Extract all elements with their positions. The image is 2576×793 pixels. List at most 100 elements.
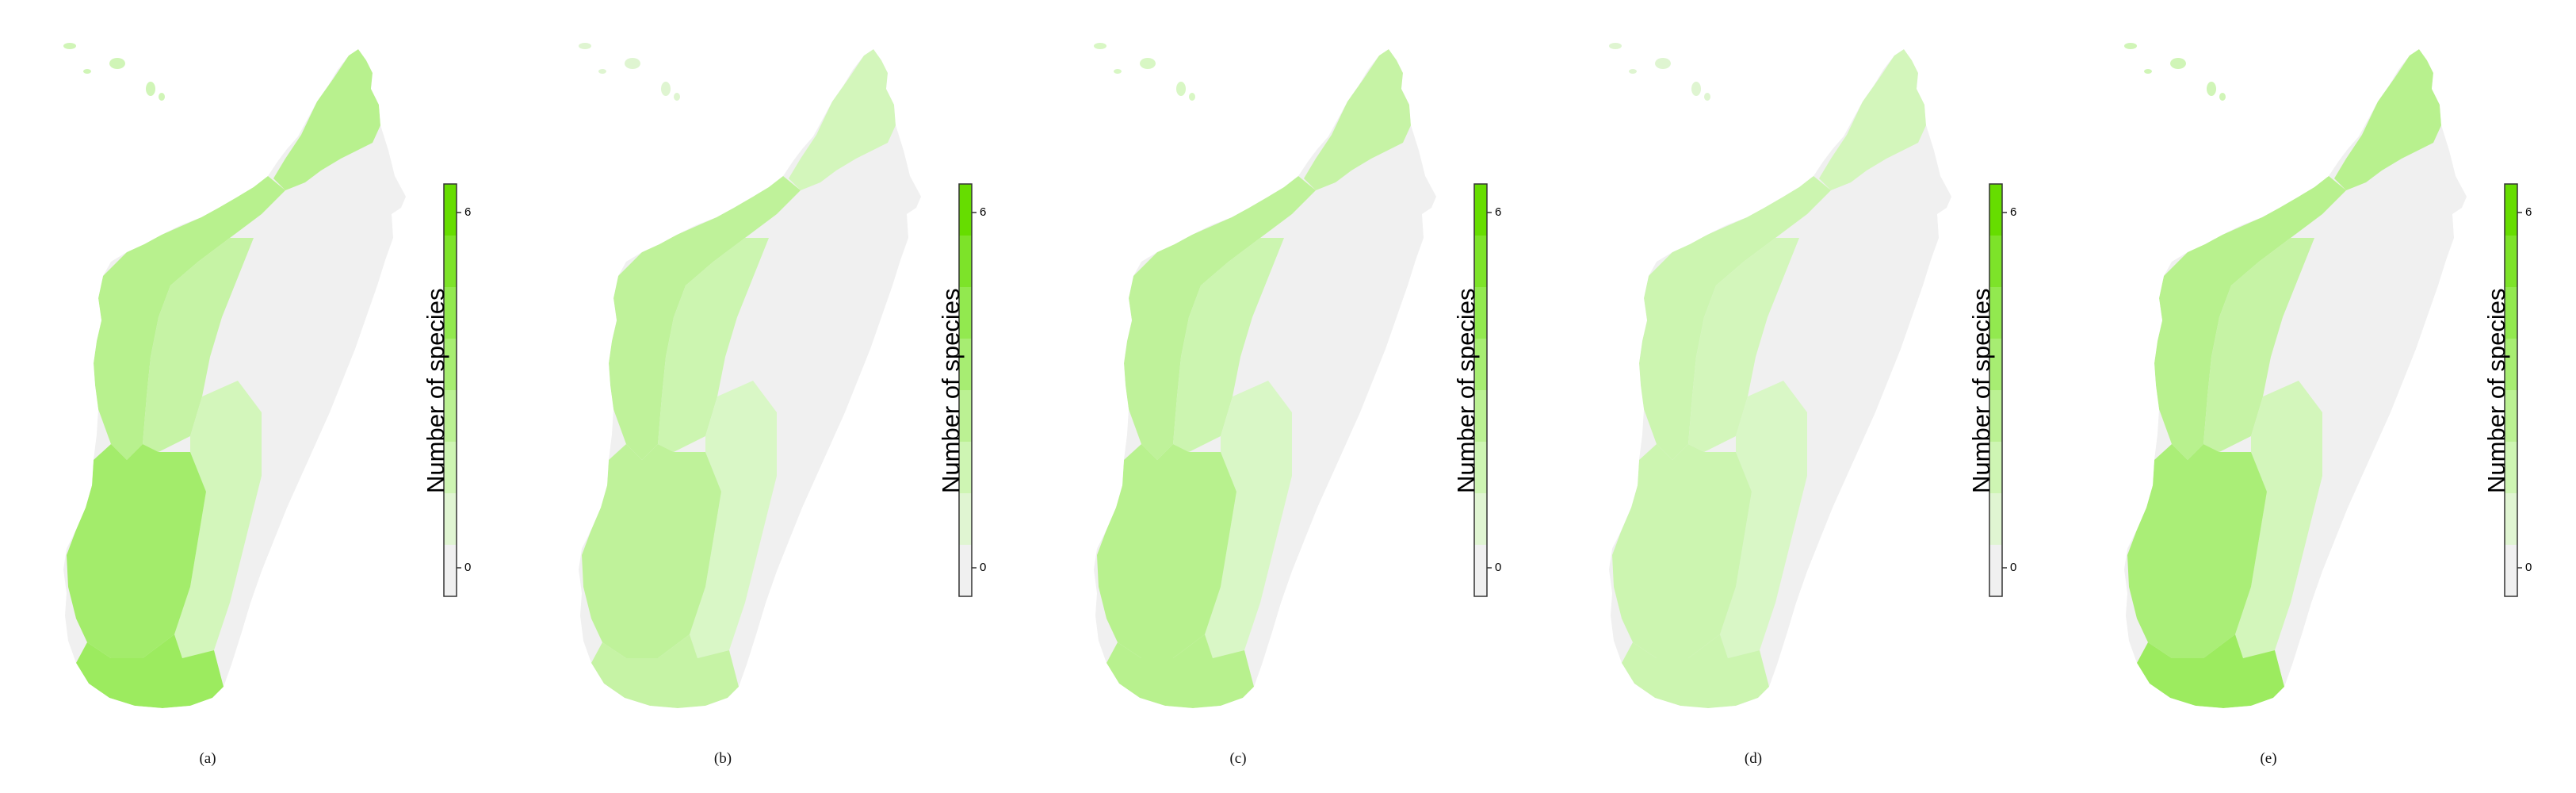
zone-north bbox=[2334, 49, 2441, 190]
zone-inland-west bbox=[143, 238, 254, 452]
zone-west-coast bbox=[2154, 176, 2346, 460]
legend-color-step bbox=[959, 184, 972, 236]
zone-west-coast bbox=[609, 176, 801, 460]
zone-inland-west bbox=[1688, 238, 1799, 452]
legend-color-step bbox=[2505, 184, 2517, 236]
zone-east bbox=[713, 56, 921, 690]
map-panel: 0 6 Number of species (d) bbox=[1546, 0, 2061, 793]
richness-zones bbox=[67, 49, 406, 708]
legend-title: Number of species bbox=[2482, 288, 2510, 493]
islet bbox=[2207, 82, 2216, 96]
legend-color-step bbox=[1989, 442, 2002, 494]
legend-color-step bbox=[959, 493, 972, 546]
islet bbox=[1655, 58, 1671, 69]
legend-tick-label: 6 bbox=[464, 205, 472, 219]
legend-color-step bbox=[444, 545, 457, 597]
islet bbox=[63, 43, 76, 49]
islet bbox=[598, 69, 606, 74]
islet bbox=[146, 82, 155, 96]
legend-color-step bbox=[959, 390, 972, 442]
legend-title: Number of species bbox=[1967, 288, 1995, 493]
islet bbox=[625, 58, 640, 69]
zone-south-tip bbox=[76, 634, 224, 708]
islet bbox=[1114, 69, 1122, 74]
zone-inland-west bbox=[1173, 238, 1284, 452]
zone-inland-west bbox=[2203, 238, 2314, 452]
richness-zones bbox=[2127, 49, 2467, 708]
zone-southwest bbox=[1612, 444, 1752, 658]
legend-color-step bbox=[959, 287, 972, 339]
legend-title: Number of species bbox=[937, 288, 965, 493]
legend-color-step bbox=[2505, 287, 2517, 339]
legend-color-step bbox=[444, 390, 457, 442]
map-panel: 0 6 Number of species (b) bbox=[515, 0, 1030, 793]
map-panel: 0 6 Number of species (a) bbox=[0, 0, 515, 793]
legend-color-step bbox=[2505, 493, 2517, 546]
islet bbox=[109, 58, 125, 69]
islet bbox=[1176, 82, 1186, 96]
legend-color-step bbox=[1989, 339, 2002, 391]
legend-color-step bbox=[959, 545, 972, 597]
legend-tick-label: 6 bbox=[1495, 205, 1502, 219]
legend-color-step bbox=[2505, 545, 2517, 597]
legend-color-step bbox=[1989, 236, 2002, 288]
legend-title: Number of species bbox=[422, 288, 449, 493]
islet bbox=[579, 43, 591, 49]
legend-color-step bbox=[1989, 493, 2002, 546]
legend-color-step bbox=[444, 339, 457, 391]
zone-southwest bbox=[2127, 444, 2267, 658]
zone-north bbox=[273, 49, 380, 190]
zone-southwest bbox=[1097, 444, 1236, 658]
species-richness-map bbox=[579, 43, 977, 708]
legend-colorbar-frame bbox=[2504, 183, 2518, 597]
legend-tick-label: 6 bbox=[980, 205, 987, 219]
legend-tick-label: 0 bbox=[980, 561, 987, 574]
legend-tick-label: 0 bbox=[2010, 561, 2017, 574]
islet bbox=[2144, 69, 2152, 74]
legend-colorbar-frame bbox=[1473, 183, 1488, 597]
legend-color-step bbox=[444, 236, 457, 288]
zone-north bbox=[1304, 49, 1411, 190]
islet bbox=[2170, 58, 2186, 69]
zone-east bbox=[198, 56, 406, 690]
species-richness-map bbox=[1094, 43, 1492, 708]
legend-color-step bbox=[2505, 339, 2517, 391]
zone-north bbox=[1819, 49, 1926, 190]
zone-east bbox=[1744, 56, 1951, 690]
legend-color-step bbox=[1989, 184, 2002, 236]
legend-color-step bbox=[1474, 545, 1487, 597]
zone-southwest bbox=[582, 444, 721, 658]
species-richness-map bbox=[2124, 43, 2522, 708]
zone-west-coast bbox=[1124, 176, 1316, 460]
panel-caption: (c) bbox=[1229, 750, 1247, 767]
legend-color-step bbox=[444, 493, 457, 546]
zone-south-tip bbox=[591, 634, 739, 708]
islet bbox=[159, 93, 165, 101]
islet bbox=[674, 93, 680, 101]
richness-zones bbox=[1097, 49, 1436, 708]
richness-zones bbox=[1612, 49, 1951, 708]
panel-caption: (a) bbox=[199, 750, 216, 767]
panel-caption: (d) bbox=[1744, 750, 1763, 767]
zone-inland-west bbox=[658, 238, 769, 452]
islet bbox=[1140, 58, 1156, 69]
legend-color-step bbox=[1474, 442, 1487, 494]
map-panel: 0 6 Number of species (c) bbox=[1030, 0, 1546, 793]
legend-color-step bbox=[1989, 390, 2002, 442]
species-richness-map bbox=[1609, 43, 2007, 708]
legend-color-step bbox=[1474, 184, 1487, 236]
legend-color-step bbox=[959, 339, 972, 391]
zone-center-south bbox=[174, 381, 262, 658]
legend-color-step bbox=[2505, 390, 2517, 442]
legend-color-step bbox=[444, 442, 457, 494]
legend-color-step bbox=[444, 184, 457, 236]
legend-color-step bbox=[1474, 493, 1487, 546]
legend-tick-label: 0 bbox=[2525, 561, 2532, 574]
panel-caption: (b) bbox=[713, 750, 732, 767]
islet bbox=[83, 69, 91, 74]
zone-center-south bbox=[1205, 381, 1292, 658]
species-richness-map bbox=[63, 43, 461, 708]
legend-colorbar-frame bbox=[958, 183, 973, 597]
legend-title: Number of species bbox=[1452, 288, 1480, 493]
legend-color-step bbox=[2505, 442, 2517, 494]
